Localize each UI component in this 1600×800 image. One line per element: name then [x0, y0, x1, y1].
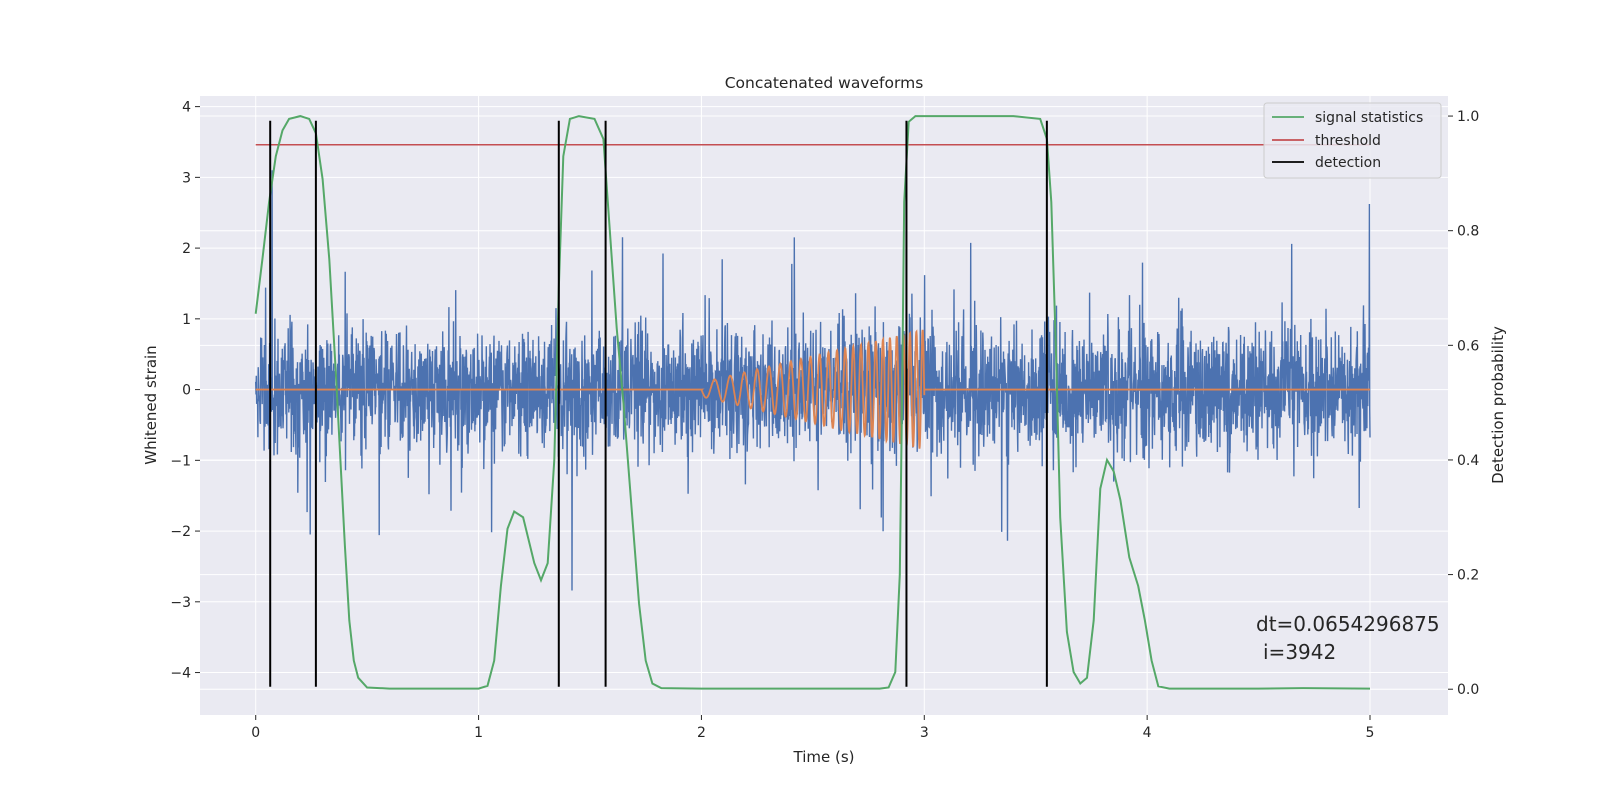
chart-title: Concatenated waveforms — [725, 74, 924, 92]
y-tick-label: −1 — [170, 453, 191, 469]
x-tick-label: 4 — [1143, 725, 1152, 741]
y-tick-label: 1 — [182, 312, 191, 328]
legend-label-threshold: threshold — [1315, 133, 1381, 149]
y-tick-label: −4 — [170, 666, 191, 682]
x-tick-label: 0 — [251, 725, 260, 741]
y2-tick-label: 1.0 — [1457, 109, 1479, 125]
y2-tick-label: 0.6 — [1457, 338, 1479, 354]
y2-tick-label: 0.8 — [1457, 224, 1479, 240]
y-axis-label: Whitened strain — [142, 345, 160, 464]
y-tick-label: 0 — [182, 383, 191, 399]
y2-axis-label: Detection probability — [1489, 326, 1507, 484]
plot-content — [254, 115, 1371, 690]
ticks: 0 1 2 3 4 5 −4 −3 −2 −1 0 1 2 3 4 0.0 0.2 0.4 0.6 0.8 1.0 — [170, 100, 1479, 741]
y2-tick-label: 0.4 — [1457, 453, 1479, 469]
y2-tick-label: 0.0 — [1457, 682, 1479, 698]
y2-tick-label: 0.2 — [1457, 568, 1479, 584]
legend-label-signal-statistics: signal statistics — [1315, 110, 1423, 126]
noise-line — [255, 170, 1371, 591]
chirp-line — [255, 329, 1370, 449]
x-tick-label: 5 — [1366, 725, 1375, 741]
x-tick-label: 1 — [474, 725, 483, 741]
y-tick-label: 2 — [182, 241, 191, 257]
legend: signal statistics threshold detection — [1263, 102, 1442, 179]
annotation-i: i=3942 — [1263, 640, 1336, 664]
signal-statistics-line — [254, 115, 1371, 690]
x-axis-label: Time (s) — [793, 748, 855, 766]
y-tick-label: 4 — [182, 100, 191, 116]
x-tick-label: 3 — [920, 725, 929, 741]
legend-label-detection: detection — [1315, 155, 1381, 171]
y-tick-label: −2 — [170, 524, 191, 540]
y-tick-label: −3 — [170, 595, 191, 611]
y-tick-label: 3 — [182, 170, 191, 186]
x-tick-label: 2 — [697, 725, 706, 741]
annotation-dt: dt=0.0654296875 — [1256, 612, 1440, 636]
legend-box — [1263, 102, 1442, 179]
